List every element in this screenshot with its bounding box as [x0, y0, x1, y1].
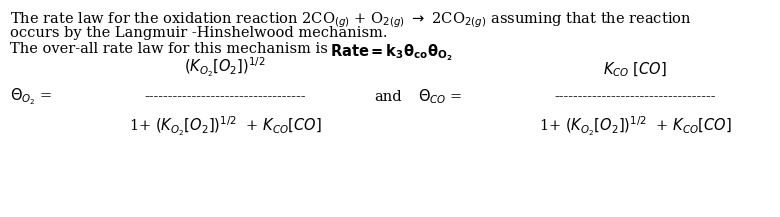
Text: 1+ $(K_{O_2}[O_2])^{1/2}$  + $K_{CO}[CO]$: 1+ $(K_{O_2}[O_2])^{1/2}$ + $K_{CO}[CO]$	[539, 115, 732, 138]
Text: The rate law for the oxidation reaction 2CO$_{(g)}$ + O$_{2(g)}$ $\rightarrow$ 2: The rate law for the oxidation reaction …	[10, 10, 692, 30]
Text: occurs by the Langmuir -Hinshelwood mechanism.: occurs by the Langmuir -Hinshelwood mech…	[10, 26, 388, 40]
Text: 1+ $(K_{O_2}[O_2])^{1/2}$  + $K_{CO}[CO]$: 1+ $(K_{O_2}[O_2])^{1/2}$ + $K_{CO}[CO]$	[129, 115, 321, 138]
Text: $\mathbf{Rate = k_3\theta_{co}\theta_{O_2}}$: $\mathbf{Rate = k_3\theta_{co}\theta_{O_…	[330, 42, 452, 62]
Text: The over-all rate law for this mechanism is: The over-all rate law for this mechanism…	[10, 42, 328, 56]
Text: and: and	[374, 90, 402, 104]
Text: $K_{CO}$ $[CO]$: $K_{CO}$ $[CO]$	[603, 61, 667, 79]
Text: ----------------------------------: ----------------------------------	[144, 90, 306, 104]
Text: $(K_{O_2}[O_2])^{1/2}$: $(K_{O_2}[O_2])^{1/2}$	[184, 56, 266, 79]
Text: ----------------------------------: ----------------------------------	[555, 90, 716, 104]
Text: $\Theta_{O_2}$ =: $\Theta_{O_2}$ =	[10, 87, 52, 107]
Text: $\Theta_{CO}$ =: $\Theta_{CO}$ =	[418, 88, 463, 106]
